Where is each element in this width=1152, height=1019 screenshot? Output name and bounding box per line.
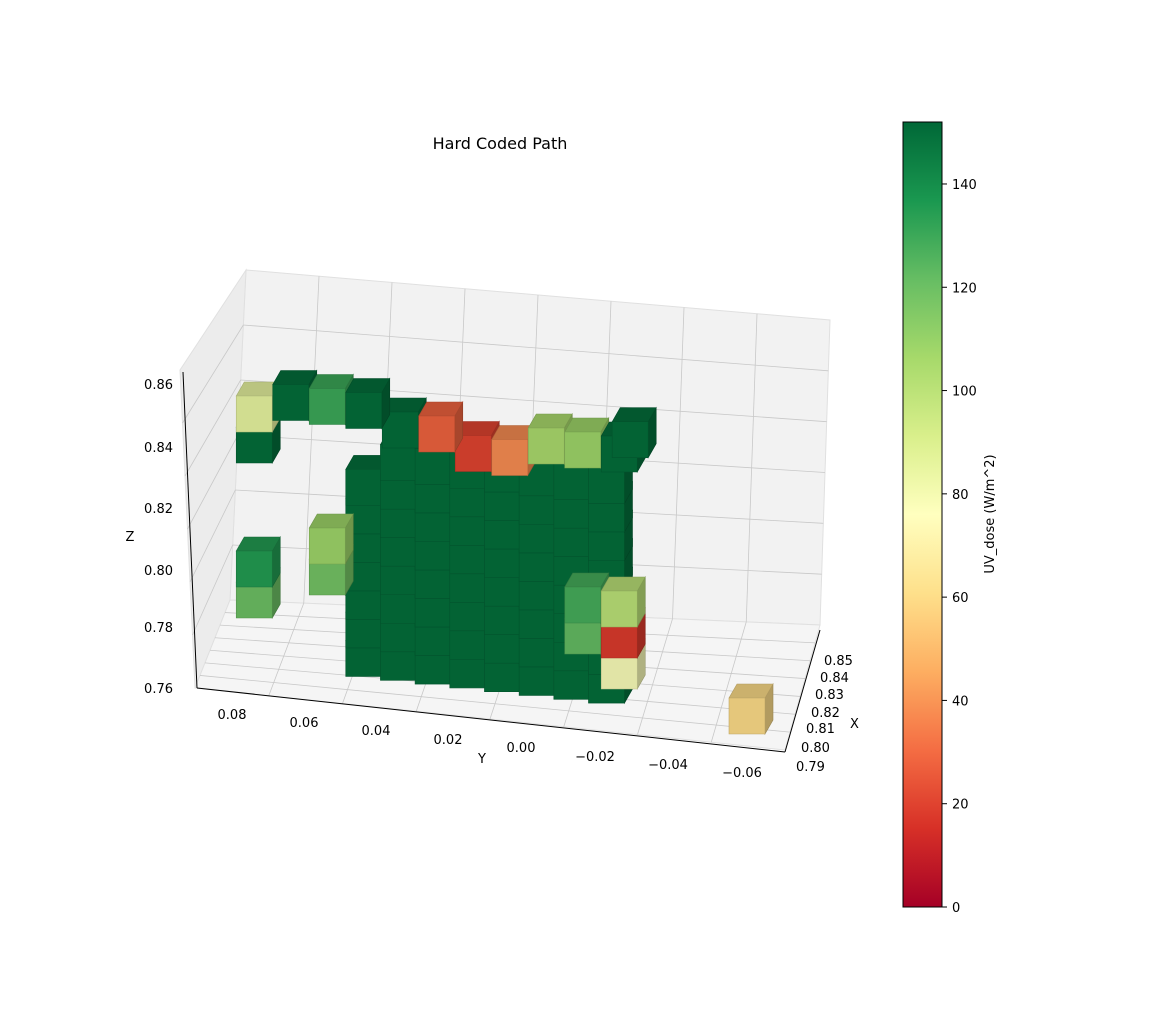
gridline <box>637 618 673 735</box>
x-tick-label: 0.82 <box>811 706 840 721</box>
colorbar-tick-label: 100 <box>952 385 977 400</box>
colorbar: 0 20 40 60 80 100 120 140 UV_dose (W/m^2) <box>902 121 998 916</box>
x-tick-label: 0.81 <box>806 722 835 737</box>
voxel <box>600 575 646 629</box>
axis-lines <box>182 371 821 753</box>
colorbar-label: UV_dose (W/m^2) <box>983 454 998 573</box>
x-axis-label: X <box>850 717 859 732</box>
x-tick-label: 0.79 <box>796 760 825 775</box>
voxel <box>272 369 318 422</box>
gridline <box>243 324 829 372</box>
z-axis-label: Z <box>126 530 135 545</box>
colorbar-tick-label: 140 <box>952 178 977 193</box>
x-tick-labels: 0.79 0.80 0.81 0.82 0.83 0.84 0.85 <box>796 654 853 775</box>
voxel <box>308 512 354 566</box>
voxel-layer <box>235 369 774 736</box>
y-tick-labels: 0.08 0.06 0.04 0.02 0.00 −0.02 −0.04 −0.… <box>218 708 762 781</box>
voxel <box>728 682 774 736</box>
voxel <box>611 406 657 459</box>
z-tick-label: 0.82 <box>144 502 173 517</box>
z-tick-label: 0.78 <box>144 621 173 636</box>
y-axis-label: Y <box>477 752 486 767</box>
gridline <box>184 379 242 477</box>
x-tick-label: 0.85 <box>824 654 853 669</box>
z-tick-label: 0.80 <box>144 564 173 579</box>
z-tick-label: 0.76 <box>144 682 173 697</box>
x-tick-label: 0.80 <box>801 741 830 756</box>
colorbar-tick-label: 80 <box>952 488 969 503</box>
y-tick-label: −0.02 <box>575 750 615 765</box>
gridline <box>199 675 791 733</box>
y-tick-label: −0.06 <box>722 766 762 781</box>
x-tick-label: 0.84 <box>820 671 849 686</box>
z-tick-labels: 0.76 0.78 0.80 0.82 0.84 0.86 <box>144 378 173 697</box>
gridline <box>268 602 305 696</box>
gridline <box>710 621 747 743</box>
colorbar-tick-label: 40 <box>952 694 969 709</box>
y-tick-label: 0.04 <box>362 724 391 739</box>
gridline <box>187 434 239 530</box>
z-axis-line <box>182 371 198 689</box>
y-tick-label: −0.04 <box>648 758 688 773</box>
y-tick-label: 0.06 <box>290 716 319 731</box>
y-tick-label: 0.00 <box>507 741 536 756</box>
y-tick-label: 0.08 <box>218 708 247 723</box>
gridline <box>192 544 234 636</box>
colorbar-tick-label: 60 <box>952 591 969 606</box>
colorbar-tick-label: 20 <box>952 798 969 813</box>
gridline <box>182 324 244 424</box>
y-axis-line <box>196 687 786 753</box>
colorbar-ticks: 0 20 40 60 80 100 120 140 <box>942 178 977 916</box>
colorbar-tick-label: 0 <box>952 901 960 916</box>
voxel <box>418 400 464 454</box>
x-tick-label: 0.83 <box>815 688 844 703</box>
y-tick-label: 0.02 <box>434 733 463 748</box>
voxel <box>345 377 391 430</box>
z-tick-label: 0.86 <box>144 378 173 393</box>
chart-title: Hard Coded Path <box>433 134 568 153</box>
colorbar-tick-label: 120 <box>952 281 977 296</box>
x-axis-line <box>784 629 821 753</box>
voxel <box>235 535 281 589</box>
z-tick-label: 0.84 <box>144 441 173 456</box>
colorbar-gradient <box>902 121 943 908</box>
gridline <box>189 489 236 583</box>
